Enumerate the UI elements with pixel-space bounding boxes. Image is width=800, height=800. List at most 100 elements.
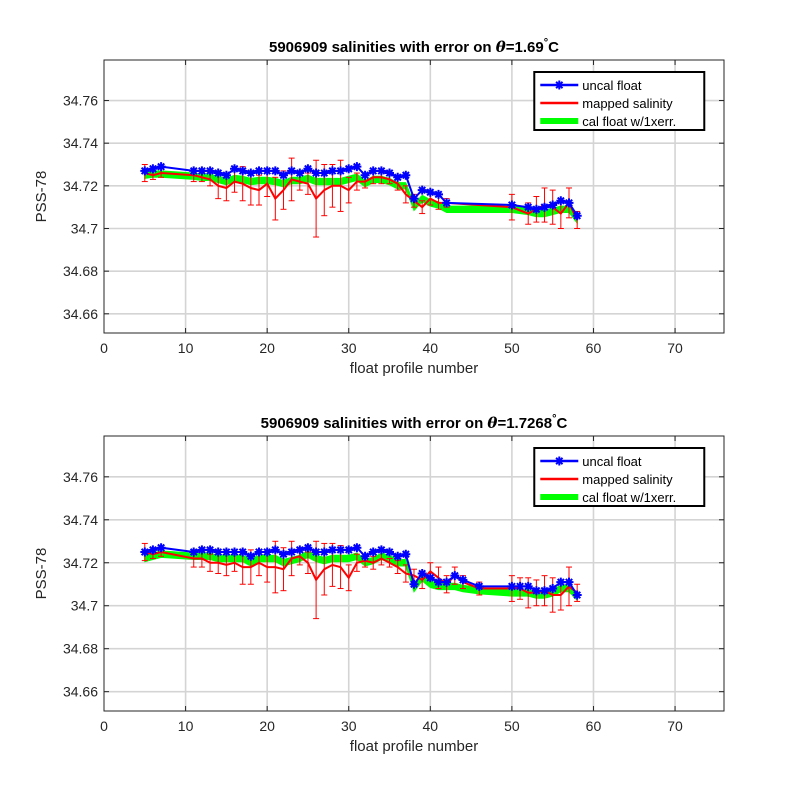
uncal-float-point [368,547,378,557]
uncal-float-point [531,204,541,214]
chart-title: 5906909 salinities with error on θ=1.726… [261,413,568,432]
uncal-float-point [344,164,354,174]
top-chart-panel: 0 10 20 30 40 50 60 70 34.66 34.68 34.7 34.72 34.74 3… [33,37,725,377]
uncal-float-point [303,164,313,174]
uncal-float-point [425,187,435,197]
x-tick-label: 40 [423,718,439,734]
x-tick-label: 30 [341,718,357,734]
uncal-float-point [148,545,158,555]
uncal-float-point [385,547,394,557]
uncal-float-point [311,547,321,557]
legend-label: uncal float [582,78,642,93]
uncal-float-point [230,164,239,174]
axes-box [103,59,725,334]
x-tick-label: 70 [667,718,683,734]
legend-label: mapped salinity [582,472,673,487]
uncal-float-point [434,189,443,199]
legend-label: uncal float [582,454,642,469]
uncal-float-point [556,196,566,206]
uncal-float-point [205,166,215,176]
legend-marker [554,80,564,90]
uncal-float-point [287,547,297,557]
uncal-float-point [531,586,541,596]
uncal-float-point [336,166,346,176]
uncal-float-point [221,547,231,557]
y-axis-label: PSS-78 [33,171,50,223]
x-tick-label: 50 [504,718,520,734]
y-tick-label: 34.74 [63,512,98,528]
y-tick-label: 34.74 [63,135,98,151]
title-unit: C [556,415,567,432]
uncal-float-point [197,166,207,176]
uncal-float-point [393,551,403,561]
uncal-float-point [270,545,280,555]
uncal-float-point [360,170,370,180]
legend-label: cal float w/1xerr. [582,490,676,505]
uncal-float-point [311,168,321,178]
uncal-float-point [327,545,337,555]
uncal-float-point [458,575,468,585]
uncal-float-point [262,166,272,176]
uncal-float-point [279,549,288,559]
title-theta: θ [496,38,506,56]
uncal-float-point [327,166,337,176]
x-tick-label: 20 [259,340,275,356]
y-tick-label: 34.66 [63,306,98,322]
title-value: =1.7268 [497,415,552,432]
uncal-float-point [148,164,158,174]
uncal-float-point [140,166,150,176]
uncal-float-point [409,579,419,589]
uncal-float-point [140,547,150,557]
uncal-float-point [523,202,533,212]
uncal-float-point [368,166,378,176]
uncal-float-point [156,162,166,172]
x-axis-label: float profile number [350,360,478,377]
y-tick-label: 34.68 [63,263,98,279]
uncal-float-point [287,166,297,176]
y-tick-label: 34.7 [71,598,98,614]
x-axis-label: float profile number [350,738,478,755]
uncal-float-point [572,211,582,221]
uncal-float-point [270,166,280,176]
y-tick-label: 34.72 [63,178,98,194]
uncal-float-point [442,577,452,587]
y-tick-label: 34.76 [63,93,98,109]
uncal-float-point [238,166,248,176]
title-degree: ° [552,413,556,425]
uncal-float-point [246,551,256,561]
legend-label: cal float w/1xerr. [582,114,676,129]
y-tick-label: 34.7 [71,220,98,236]
uncal-float-point [238,547,248,557]
uncal-float-point [540,586,549,596]
x-tick-label: 60 [586,718,602,734]
y-tick-label: 34.76 [63,469,98,485]
chart-title: 5906909 salinities with error on θ=1.69°… [269,37,559,56]
uncal-float-point [523,581,533,591]
uncal-float-point [417,185,427,195]
uncal-float-point [319,168,329,178]
uncal-float-point [246,168,256,178]
uncal-float-point [213,547,223,557]
x-tick-label: 10 [178,718,194,734]
uncal-float-point [417,569,427,578]
x-tick-label: 40 [423,340,439,356]
uncal-float-point [442,198,452,208]
uncal-float-point [401,170,411,180]
x-tick-label: 0 [100,340,108,356]
uncal-float-point [572,590,582,600]
uncal-float-point [434,577,443,587]
uncal-float-point [352,162,362,172]
uncal-float-point [548,584,558,593]
uncal-float-point [360,551,370,561]
title-theta: θ [487,414,497,432]
uncal-float-point [205,545,215,555]
uncal-float-point [425,573,435,583]
y-axis-label: PSS-78 [33,548,50,600]
uncal-float-point [507,581,517,591]
uncal-float-point [376,166,386,176]
title-unit: C [548,39,559,56]
title-text: 5906909 salinities with error on [269,39,496,56]
uncal-float-point [401,549,411,559]
legend-marker [554,456,564,466]
